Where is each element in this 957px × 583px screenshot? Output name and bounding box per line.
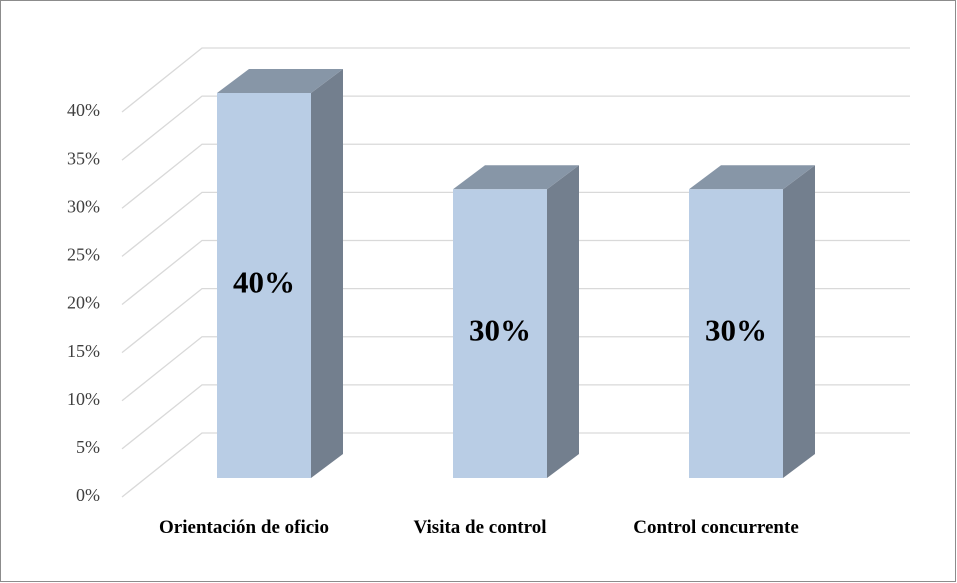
data-label: 30% bbox=[469, 313, 531, 348]
grid-line bbox=[121, 47, 910, 113]
bar-top bbox=[217, 69, 343, 93]
y-tick-label: 35% bbox=[67, 148, 100, 168]
bar bbox=[217, 93, 311, 478]
grid-line bbox=[121, 143, 910, 209]
grid-line bbox=[121, 95, 910, 161]
bar-side bbox=[783, 165, 815, 478]
bar bbox=[453, 189, 547, 478]
grid-line bbox=[121, 432, 910, 498]
data-label: 30% bbox=[705, 313, 767, 348]
y-tick-label: 10% bbox=[67, 389, 100, 409]
x-tick-label: Control concurrente bbox=[633, 517, 799, 538]
grid-line bbox=[121, 384, 910, 450]
grid-line bbox=[121, 287, 910, 354]
y-tick-label: 20% bbox=[67, 293, 100, 313]
x-tick-label: Orientación de oficio bbox=[159, 517, 329, 538]
bar-side bbox=[547, 165, 579, 478]
y-tick-label: 0% bbox=[76, 485, 100, 505]
grid-line bbox=[121, 191, 910, 257]
bar-top bbox=[453, 165, 579, 190]
y-tick-label: 30% bbox=[67, 196, 100, 216]
grid-line bbox=[121, 336, 910, 402]
y-tick-label: 25% bbox=[67, 245, 100, 265]
data-label: 40% bbox=[233, 265, 295, 300]
bar bbox=[689, 189, 783, 478]
y-tick-label: 40% bbox=[67, 100, 100, 120]
grid-line bbox=[121, 239, 910, 306]
bar-top bbox=[689, 165, 815, 190]
x-tick-label: Visita de control bbox=[413, 517, 547, 538]
y-tick-label: 15% bbox=[67, 341, 100, 361]
bar-side bbox=[311, 69, 343, 478]
y-tick-label: 5% bbox=[76, 437, 100, 457]
